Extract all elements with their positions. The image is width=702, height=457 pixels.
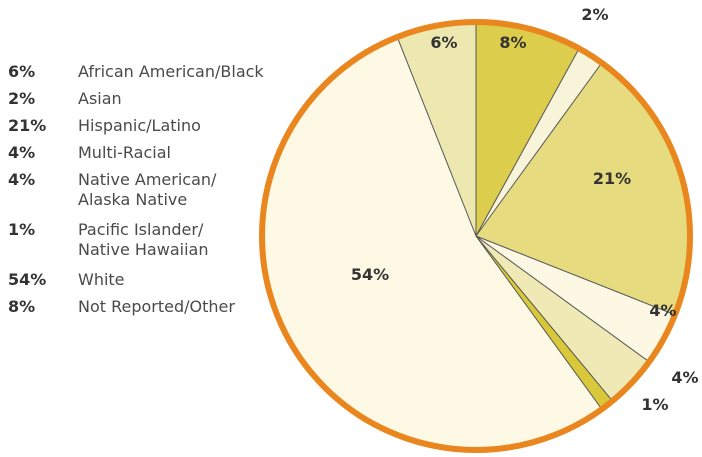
- data-label-pacific-islander-native-hawaiian: 1%: [641, 395, 668, 414]
- pie-slice-hispanic-latino: [476, 62, 690, 315]
- legend-item: 2% Asian: [8, 89, 298, 116]
- legend: 6% African American/Black 2% Asian 21% Hispan…: [8, 62, 298, 324]
- legend-label: Pacific Islander/Native Hawaiian: [78, 220, 208, 260]
- slice-divider: [475, 48, 580, 237]
- legend-label-line: Alaska Native: [78, 190, 188, 209]
- data-label-not-reported-other: 8%: [499, 33, 526, 52]
- legend-label: Hispanic/Latino: [78, 116, 201, 136]
- legend-percent: 1%: [8, 220, 36, 239]
- legend-label-line: White: [78, 270, 125, 289]
- slice-divider: [475, 235, 676, 316]
- legend-percent: 6%: [8, 62, 36, 81]
- pie-slice-african-american-black: [397, 22, 476, 236]
- legend-label-line: African American/Black: [78, 62, 264, 81]
- legend-label-line: Native Hawaiian: [78, 240, 209, 259]
- slice-divider: [396, 36, 477, 237]
- legend-label-line: Pacific Islander/: [78, 220, 204, 239]
- pie-slices: [261, 22, 690, 451]
- legend-label: Not Reported/Other: [78, 297, 235, 317]
- slice-divider: [475, 235, 650, 363]
- data-label-african-american-black: 6%: [430, 33, 457, 52]
- legend-item: 4% Native American/Alaska Native: [8, 170, 298, 220]
- legend-label-line: Multi-Racial: [78, 143, 171, 162]
- legend-label-line: Not Reported/Other: [78, 297, 235, 316]
- legend-percent: 8%: [8, 297, 36, 316]
- legend-label: Native American/Alaska Native: [78, 170, 216, 210]
- slice-divider: [475, 62, 603, 237]
- legend-label-line: Asian: [78, 89, 122, 108]
- data-label-asian: 2%: [581, 5, 608, 24]
- slice-divider: [475, 235, 603, 410]
- pie-slice-multi-racial: [476, 236, 675, 362]
- legend-item: 21% Hispanic/Latino: [8, 116, 298, 143]
- pie-slice-native-american-alaska-native: [476, 236, 650, 401]
- legend-label: Asian: [78, 89, 122, 109]
- legend-percent: 4%: [8, 170, 36, 189]
- data-label-multi-racial: 4%: [649, 301, 676, 320]
- legend-item: 4% Multi-Racial: [8, 143, 298, 170]
- legend-label: Multi-Racial: [78, 143, 171, 163]
- data-label-native-american-alaska-native: 4%: [671, 368, 698, 387]
- pie-slice-not-reported-other: [476, 22, 580, 236]
- pie-slice-asian: [476, 48, 602, 237]
- pie-data-labels: 6%2%21%4%4%1%54%8%: [351, 5, 699, 414]
- pie-edges: [259, 19, 693, 453]
- legend-percent: 54%: [8, 270, 47, 289]
- legend-item: 54% White: [8, 270, 298, 297]
- legend-percent: 21%: [8, 116, 47, 135]
- pie-border: [259, 19, 693, 453]
- slice-divider: [475, 235, 613, 402]
- legend-item: 1% Pacific Islander/Native Hawaiian: [8, 220, 298, 270]
- pie-slice-white: [261, 37, 602, 451]
- legend-item: 8% Not Reported/Other: [8, 297, 298, 324]
- legend-label: White: [78, 270, 125, 290]
- legend-percent: 4%: [8, 143, 36, 162]
- data-label-white: 54%: [351, 265, 389, 284]
- data-label-hispanic-latino: 21%: [593, 169, 631, 188]
- legend-label: African American/Black: [78, 62, 264, 82]
- legend-label-line: Native American/: [78, 170, 217, 189]
- pie-slice-pacific-islander-native-hawaiian: [476, 236, 613, 410]
- legend-label-line: Hispanic/Latino: [78, 116, 201, 135]
- legend-item: 6% African American/Black: [8, 62, 298, 89]
- legend-percent: 2%: [8, 89, 36, 108]
